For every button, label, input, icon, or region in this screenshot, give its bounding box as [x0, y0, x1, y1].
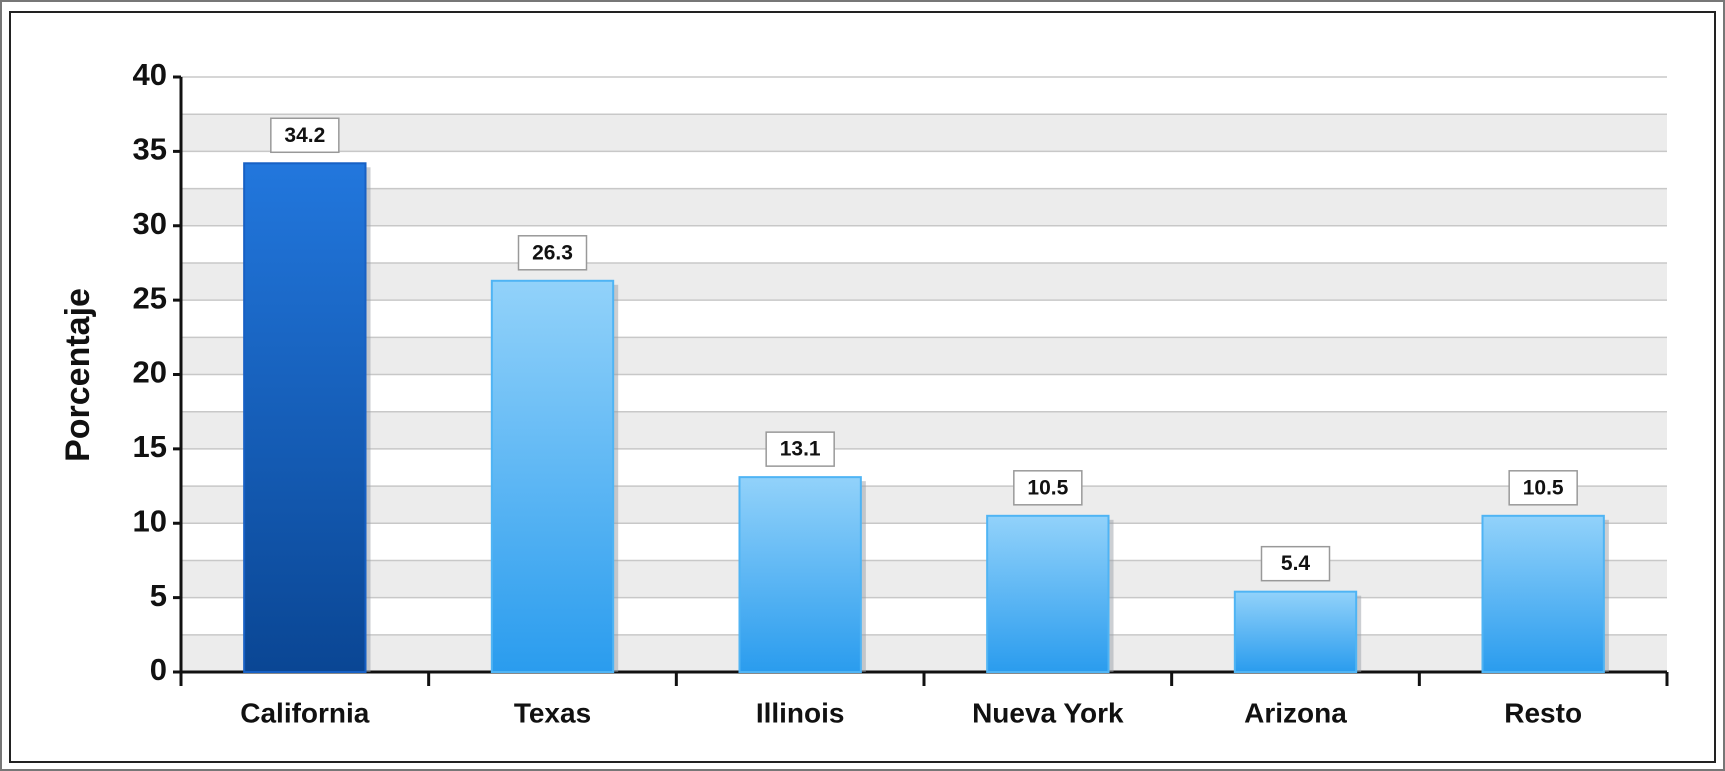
y-tick-label: 20	[133, 355, 167, 390]
value-label: 5.4	[1281, 552, 1311, 575]
bar	[738, 476, 862, 674]
x-tick-label: California	[240, 697, 370, 728]
x-tick-label: Illinois	[756, 697, 845, 728]
bar	[1481, 514, 1605, 673]
value-label: 34.2	[284, 124, 325, 147]
y-axis-label: Porcentaje	[59, 288, 97, 462]
grid-band	[181, 188, 1667, 226]
y-tick-label: 15	[133, 429, 167, 464]
x-tick-label: Resto	[1504, 697, 1582, 728]
y-tick-label: 25	[133, 280, 167, 315]
bar	[1233, 590, 1358, 673]
x-tick-label: Nueva York	[972, 697, 1124, 728]
value-label: 10.5	[1523, 476, 1564, 499]
grid-band	[181, 560, 1667, 598]
grid-band	[181, 411, 1667, 449]
x-tick-label: Texas	[514, 697, 591, 728]
value-label: 10.5	[1027, 476, 1068, 499]
y-tick-label: 35	[133, 132, 167, 167]
bar	[490, 279, 615, 673]
value-label: 13.1	[780, 438, 821, 461]
y-tick-label: 5	[150, 578, 167, 613]
grid-band	[181, 114, 1667, 152]
value-label-box	[765, 431, 835, 467]
x-tick-label: Arizona	[1244, 697, 1347, 728]
value-label-box	[1260, 545, 1331, 582]
grid-band	[181, 634, 1667, 672]
value-label: 26.3	[532, 241, 573, 264]
y-tick-label: 40	[133, 57, 167, 92]
grid-band	[181, 486, 1667, 524]
y-tick-label: 10	[133, 503, 167, 538]
value-label-box	[270, 117, 340, 154]
y-tick-label: 30	[133, 206, 167, 241]
value-label-box	[517, 235, 588, 271]
value-label-box	[1013, 470, 1083, 506]
bar	[243, 162, 367, 673]
y-tick-label: 0	[150, 652, 167, 687]
grid-band	[181, 262, 1667, 301]
bar	[986, 514, 1110, 673]
value-label-box	[1508, 470, 1578, 506]
grid-band	[181, 337, 1667, 375]
